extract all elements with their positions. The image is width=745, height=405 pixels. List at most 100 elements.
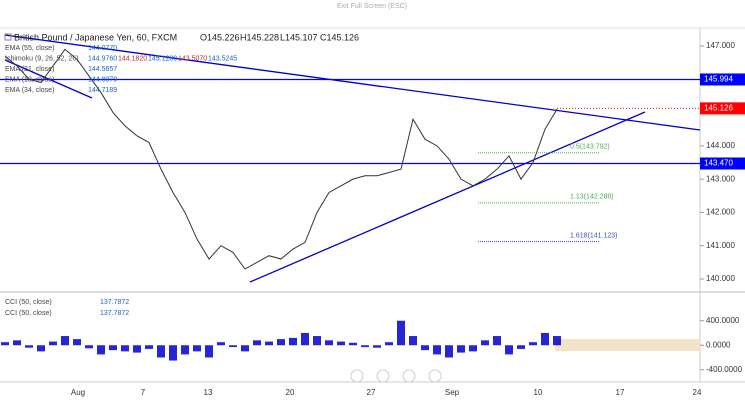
indicator-value: 144.0770 — [88, 45, 117, 52]
cci-bar — [145, 345, 153, 349]
indicator-value: 145.1280 — [148, 55, 177, 62]
cci-bar — [529, 342, 537, 346]
zoom-in[interactable] — [376, 369, 390, 383]
trendline-lower — [249, 111, 646, 283]
cci-bar — [337, 341, 345, 346]
cci-bar — [325, 340, 333, 346]
y-tick-label: 144.000 — [706, 141, 735, 150]
cci-bar — [517, 345, 525, 349]
legend-checkbox — [4, 33, 12, 41]
cci-bar — [13, 340, 21, 346]
cci-legend-value: 137.7872 — [100, 310, 129, 317]
y-tick-label: 143.000 — [706, 174, 735, 183]
last-price-label: 145.126 — [704, 103, 733, 112]
x-tick-label: 7 — [141, 388, 146, 397]
cci-band — [555, 339, 700, 351]
cci-bar — [109, 345, 117, 351]
cci-bar — [553, 336, 561, 346]
y-tick-label: 142.000 — [706, 208, 735, 217]
cci-bar — [373, 345, 381, 348]
fib-label: 0.5(143.792) — [570, 144, 610, 151]
symbol-title: British Pound / Japanese Yen, 60, FXCM — [14, 32, 177, 42]
cci-bar — [49, 341, 57, 346]
level-label: 143.470 — [704, 159, 733, 168]
cci-bar — [181, 345, 189, 355]
y-tick-label: 0.0000 — [706, 340, 731, 349]
cci-bar — [1, 342, 9, 346]
cci-bar — [409, 336, 417, 346]
y-tick-label: -400.0000 — [706, 365, 743, 374]
ohlc-value: L145.107 — [280, 32, 318, 42]
cci-legend-name: CCI (50, close) — [5, 299, 52, 306]
cci-bar — [121, 345, 129, 352]
level-badge — [700, 73, 745, 86]
cci-bar — [241, 345, 249, 352]
y-tick-label: 400.0000 — [706, 316, 740, 325]
cci-bar — [505, 345, 513, 355]
trendline-upper — [4, 34, 701, 131]
x-tick-label: 10 — [534, 388, 543, 397]
cci-bar — [61, 336, 69, 346]
zoom-tools — [350, 369, 442, 383]
cci-bar — [361, 345, 369, 348]
cci-legend-name: CCI (50, close) — [5, 310, 52, 317]
reset[interactable] — [428, 369, 442, 383]
cci-bar — [85, 345, 93, 349]
indicator-value: 143.5245 — [208, 55, 237, 62]
indicator-value: 144.8079 — [88, 76, 117, 83]
cci-bar — [277, 339, 285, 346]
x-tick-label: 17 — [616, 388, 625, 397]
level-badge — [700, 157, 745, 170]
level-label: 145.994 — [704, 75, 733, 84]
indicator-name: Ichimoku (9, 26, 52, 26) — [5, 55, 79, 62]
cci-bar — [133, 345, 141, 353]
last-price-badge — [700, 102, 745, 115]
zoom-out[interactable] — [350, 369, 364, 383]
indicator-value: 144.7189 — [88, 87, 117, 94]
cci-bar — [253, 340, 261, 346]
cci-bar — [493, 336, 501, 346]
ohlc-value: C145.126 — [320, 32, 359, 42]
ohlc-value: O145.226 — [200, 32, 240, 42]
fib-label: 1.13(142.288) — [570, 194, 614, 201]
x-tick-label: 20 — [286, 388, 295, 397]
cci-bar — [217, 342, 225, 346]
cci-bar — [193, 345, 201, 352]
exit-fullscreen[interactable]: Exit Full Screen (ESC) — [337, 3, 407, 10]
cci-bar — [289, 337, 297, 346]
cci-bar — [265, 341, 273, 346]
cci-bar — [301, 332, 309, 346]
indicator-name: EMA (34, close) — [5, 87, 54, 94]
x-tick-label: 27 — [367, 388, 376, 397]
cci-bar — [229, 345, 237, 348]
cci-bar — [421, 345, 429, 351]
cci-bar — [169, 345, 177, 361]
indicator-value: 144.1820 — [118, 55, 147, 62]
indicator-name: EMA (55, close) — [5, 45, 54, 52]
x-tick-label: Sep — [445, 388, 460, 397]
indicator-value: 143.5070 — [178, 55, 207, 62]
y-tick-label: 147.000 — [706, 41, 735, 50]
cci-bar — [349, 342, 357, 346]
price-line — [4, 48, 558, 270]
cci-bar — [157, 345, 165, 358]
fib-label: 1.618(141.123) — [570, 232, 617, 239]
cci-bar — [205, 345, 213, 358]
cci-bar — [73, 339, 81, 346]
cci-legend-value: 137.7872 — [100, 299, 129, 306]
cci-bar — [397, 320, 405, 346]
indicator-name: EMA (13, close) — [5, 76, 54, 83]
cci-bar — [469, 345, 477, 352]
scroll-right[interactable] — [402, 369, 416, 383]
cci-bar — [37, 345, 45, 352]
cci-bar — [97, 345, 105, 355]
cci-bar — [385, 342, 393, 346]
y-tick-label: 140.000 — [706, 274, 735, 283]
cci-bar — [445, 345, 453, 358]
cci-bar — [541, 332, 549, 346]
indicator-name: EMA (21, close) — [5, 66, 54, 73]
indicator-value: 144.9760 — [88, 55, 117, 62]
cci-bar — [433, 345, 441, 355]
